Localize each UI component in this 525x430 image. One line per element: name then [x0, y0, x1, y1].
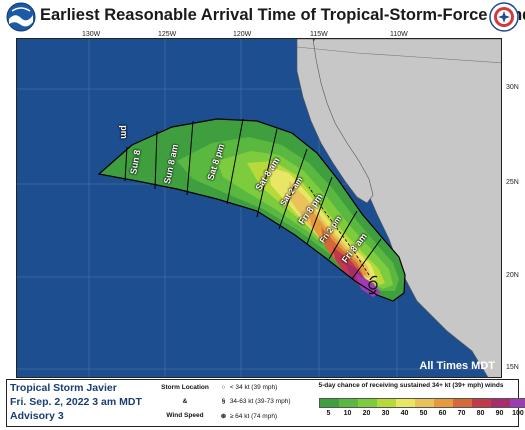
- probability-swatch: [472, 399, 491, 407]
- advisory-date: Fri. Sep. 2, 2022 3 am MDT: [10, 396, 142, 408]
- longitude-label-125w: 125W: [158, 31, 177, 38]
- probability-legend: 5-day chance of receiving sustained 34+ …: [305, 382, 525, 426]
- wind-speed-label: Wind Speed: [166, 412, 204, 419]
- advisory-number: Advisory 3: [10, 410, 64, 422]
- forecast-track: [308, 186, 370, 276]
- header: Earliest Reasonable Arrival Time of Trop…: [0, 0, 525, 34]
- probability-label: 80: [476, 410, 485, 417]
- probability-label: 90: [495, 410, 504, 417]
- page-title: Earliest Reasonable Arrival Time of Trop…: [40, 6, 525, 24]
- longitude-label-130w: 130W: [82, 31, 101, 38]
- latitude-label-25n: 25N: [506, 179, 519, 186]
- probability-swatch: [434, 399, 453, 407]
- speed-row-tropical-storm: § 34-63 kt (39-73 mph): [219, 398, 291, 405]
- storm-name: Tropical Storm Javier: [10, 382, 117, 394]
- probability-labels: 5 10 20 30 40 50 60 70 80 90 100 %: [319, 410, 525, 417]
- probability-label: 5: [326, 410, 331, 417]
- probability-label: 100 %: [512, 410, 525, 417]
- probability-swatch: [396, 399, 415, 407]
- probability-label: 50: [419, 410, 428, 417]
- probability-label: 40: [400, 410, 409, 417]
- hurricane-icon: ⊛: [220, 413, 227, 420]
- probability-swatch: [510, 399, 525, 407]
- nws-logo-icon: [489, 2, 519, 32]
- ampersand-label: &: [182, 398, 188, 405]
- longitude-label-120w: 120W: [233, 31, 252, 38]
- border-line: [296, 46, 501, 64]
- time-label-pm: pm: [118, 125, 129, 139]
- longitude-label-115w: 115W: [310, 31, 328, 38]
- storm-symbol-icon: [368, 275, 378, 295]
- low-circle-icon: ○: [221, 384, 226, 391]
- arrival-time-contours: [124, 118, 382, 280]
- all-times-label: All Times MDT: [419, 360, 495, 372]
- storm-location-label: Storm Location: [161, 384, 209, 391]
- latitude-label-15n: 15N: [506, 364, 519, 371]
- probability-swatch: [320, 399, 339, 407]
- legend-panel: Tropical Storm Javier Fri. Sep. 2, 2022 …: [6, 379, 525, 427]
- probability-label: 20: [362, 410, 371, 417]
- probability-title: 5-day chance of receiving sustained 34+ …: [318, 382, 504, 389]
- tropical-storm-icon: §: [221, 398, 226, 405]
- baja-peninsula: [296, 39, 374, 204]
- probability-label: 10: [343, 410, 352, 417]
- speed-row-tropical-storm-text: 34-63 kt (39-73 mph): [229, 398, 291, 405]
- probability-swatch: [415, 399, 434, 407]
- wind-speed-legend: Storm Location & Wind Speed ○ < 34 kt (3…: [155, 382, 305, 426]
- noaa-logo-icon: [6, 2, 36, 32]
- forecast-map: pm Sun 8 Sun 8 am Sat 8 pm Sat 8 am Sat …: [16, 38, 502, 378]
- speed-row-weak: ○ < 34 kt (39 mph): [219, 384, 278, 391]
- probability-colorbar: [319, 398, 525, 408]
- storm-info: Tropical Storm Javier Fri. Sep. 2, 2022 …: [10, 381, 142, 423]
- probability-swatch: [358, 399, 377, 407]
- probability-swatch: [491, 399, 510, 407]
- probability-label: 70: [457, 410, 466, 417]
- latitude-label-20n: 20N: [506, 272, 519, 279]
- speed-row-hurricane-text: ≥ 64 kt (74 mph): [229, 413, 278, 420]
- probability-swatch: [377, 399, 396, 407]
- map-canvas: [17, 39, 501, 377]
- probability-label: 30: [381, 410, 390, 417]
- probability-swatch: [453, 399, 472, 407]
- latitude-label-30n: 30N: [506, 84, 519, 91]
- probability-swatch: [339, 399, 358, 407]
- speed-row-weak-text: < 34 kt (39 mph): [229, 384, 278, 391]
- longitude-label-110w: 110W: [390, 31, 408, 38]
- probability-label: 60: [438, 410, 447, 417]
- speed-row-hurricane: ⊛ ≥ 64 kt (74 mph): [219, 412, 277, 420]
